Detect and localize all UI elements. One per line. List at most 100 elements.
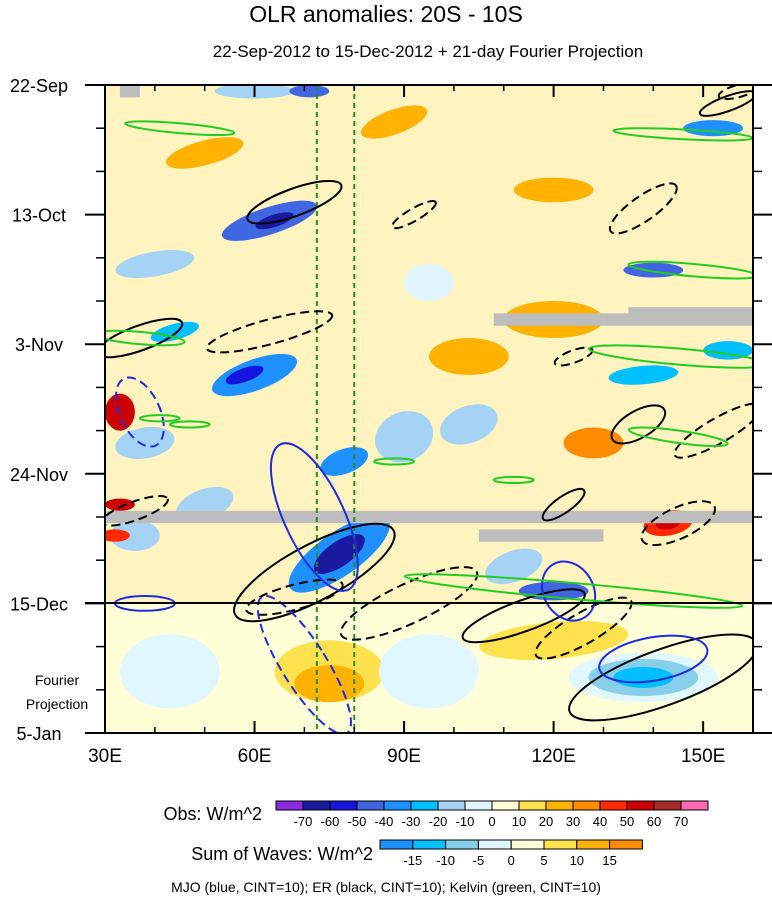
kelvin-contour-33 [168, 420, 211, 429]
obs-legend-level-label-1: -60 [321, 814, 340, 829]
waves-legend-level-label-0: -15 [403, 853, 422, 868]
anomaly-fill-1 [255, 212, 294, 230]
waves-legend-level-label-2: -5 [473, 853, 485, 868]
mjo-contour-23 [598, 634, 709, 684]
waves-legend-level-label-3: 0 [508, 853, 515, 868]
reference-lines [315, 85, 356, 733]
anomaly-fill-7 [115, 249, 195, 278]
y-tick-label-3: 24-Nov [10, 465, 68, 485]
y-tick-label-0: 22-Sep [10, 76, 68, 96]
waves-legend-swatch-4 [510, 839, 545, 850]
obs-legend-swatch-8 [491, 800, 520, 811]
waves-legend-swatch-0 [379, 839, 414, 850]
obs-legend-level-label-14: 70 [674, 814, 688, 829]
obs-legend-swatch-5 [410, 800, 439, 811]
er-contour-15 [568, 633, 753, 722]
er-contour-3 [608, 182, 678, 235]
obs-legend-swatch-7 [464, 800, 493, 811]
obs-legend-swatch-12 [599, 800, 628, 811]
er-contour-12 [339, 566, 479, 641]
x-tick-label-1: 60E [238, 746, 272, 767]
anomaly-fill-35 [294, 665, 365, 703]
kelvin-contour-25 [124, 120, 236, 137]
er-contour-10 [105, 495, 169, 527]
y-tick-label-1: 13-Oct [12, 206, 66, 226]
y-tick-label-2: 3-Nov [15, 335, 63, 355]
kelvin-contour-30 [627, 426, 729, 448]
anomaly-fill-16 [608, 365, 679, 385]
waves-legend-level-label-1: -10 [436, 853, 455, 868]
er-contour-18 [717, 85, 753, 101]
kelvin-contour-34 [492, 475, 535, 485]
obs-legend-level-label-9: 20 [539, 814, 553, 829]
x-tick-label-0: 30E [88, 746, 122, 767]
anomaly-fill-37 [119, 634, 220, 709]
obs-legend-swatch-0 [275, 800, 304, 811]
mjo-contour-21 [114, 376, 165, 448]
kelvin-contour-35 [373, 457, 416, 466]
obs-legend-swatch-9 [518, 800, 547, 811]
projection-label-line-2: Projection [26, 696, 88, 712]
obs-legend-level-label-5: -20 [429, 814, 448, 829]
er-contour-14 [534, 596, 633, 660]
waves-legend-level-label-4: 5 [540, 853, 547, 868]
anomaly-fill-5 [313, 534, 365, 574]
waves-legend-swatch-6 [576, 839, 611, 850]
obs-legend-swatch-10 [545, 800, 574, 811]
waves-legend-swatch-7 [609, 839, 643, 850]
obs-legend-swatch-15 [680, 800, 709, 811]
chart-title: OLR anomalies: 20S - 10S [249, 1, 523, 27]
waves-legend-swatch-3 [477, 839, 512, 850]
waves-legend-label: Sum of Waves: W/m^2 [191, 844, 373, 864]
obs-legend-swatch-11 [572, 800, 601, 811]
obs-legend-level-label-7: 0 [488, 814, 495, 829]
anomaly-fill-13 [440, 404, 498, 445]
anomaly-fill-14 [485, 548, 543, 585]
obs-legend-swatch-6 [437, 800, 466, 811]
anomaly-fill-25 [105, 393, 135, 431]
obs-legend-label: Obs: W/m^2 [164, 804, 262, 824]
x-tick-label-3: 120E [531, 746, 575, 767]
anomaly-fills [105, 85, 753, 709]
er-contour-4 [105, 317, 184, 359]
obs-legend-level-label-4: -30 [402, 814, 421, 829]
er-contour-16 [245, 578, 344, 616]
anomaly-fill-12 [375, 411, 434, 463]
kelvin-contour-28 [105, 329, 186, 347]
plot-frame [104, 84, 754, 734]
anomaly-fill-32 [513, 177, 594, 203]
kelvin-contour-31 [403, 573, 744, 609]
er-contour-9 [640, 500, 716, 547]
obs-legend-level-label-2: -50 [348, 814, 367, 829]
anomaly-fill-26 [105, 498, 135, 511]
er-contour-1 [205, 310, 334, 354]
anomaly-fill-20 [109, 520, 160, 551]
missing-data-bars [105, 85, 753, 542]
er-contour-2 [391, 200, 437, 230]
waves-legend-level-label-6: 15 [602, 853, 616, 868]
missing-data-bar-0 [119, 85, 140, 98]
x-tick-label-4: 150E [681, 746, 725, 767]
projection-label-line-1: Fourier [35, 672, 80, 688]
obs-legend-swatch-13 [626, 800, 655, 811]
waves-legend-level-label-5: 10 [570, 853, 584, 868]
er-contour-8 [541, 487, 586, 522]
missing-data-bar-3 [105, 510, 753, 524]
obs-legend: -70 -60 -50 -40 -30 -20 -10 0 10 20 30 40 50 60 70 [275, 800, 709, 829]
er-contour-7 [673, 402, 753, 459]
anomaly-fill-10 [150, 321, 199, 342]
anomaly-fill-6 [320, 447, 369, 476]
x-tick-label-2: 90E [387, 746, 421, 767]
missing-data-bar-4 [478, 529, 604, 542]
waves-legend-swatch-1 [412, 839, 447, 850]
y-tick-label-5: 5-Jan [16, 724, 61, 744]
anomaly-fill-9 [289, 85, 330, 98]
obs-legend-swatch-14 [653, 800, 682, 811]
er-contour-5 [553, 346, 594, 367]
kelvin-contour-32 [138, 414, 181, 423]
obs-legend-swatch-1 [302, 800, 331, 811]
y-tick-label-4: 15-Dec [10, 594, 68, 614]
anomaly-fill-28 [361, 105, 428, 139]
plot-area [105, 85, 753, 733]
